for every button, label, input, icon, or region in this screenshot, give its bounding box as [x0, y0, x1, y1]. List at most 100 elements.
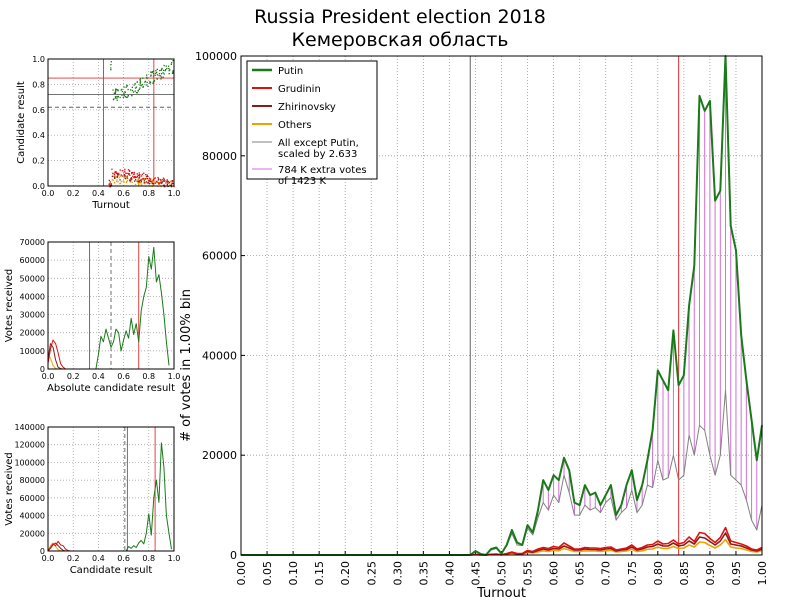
legend-label: Zhirinovsky	[278, 102, 336, 113]
scatter-point-grudinin	[121, 170, 123, 172]
scatter-point-zhirinovsky	[162, 184, 165, 187]
scatter-point-putin	[112, 89, 114, 91]
scatter-point-others	[118, 177, 120, 179]
scatter-point-putin	[158, 75, 160, 77]
scatter-point-putin	[156, 78, 158, 80]
scatter-point-others	[116, 180, 118, 183]
scatter-point-putin	[126, 96, 129, 98]
main-series-line-grudinin	[470, 526, 763, 556]
main-x-tick-label: 0.45	[469, 561, 482, 586]
scatter-point-grudinin	[123, 171, 125, 173]
main-x-tick-label: 0.20	[339, 561, 352, 586]
chart-absolute: 0.0 0.2 0.4 0.6 0.8 1.0 0 10000 20000 30000 40000 5…	[4, 238, 180, 394]
scatter-point-putin	[123, 94, 125, 96]
scatter-point-putin	[136, 81, 138, 83]
scatter-point-putin	[166, 67, 168, 70]
scatter-point-others	[131, 181, 133, 183]
scatter-point-putin	[127, 88, 129, 91]
scatter-point-others	[155, 181, 157, 184]
scatter-point-putin	[152, 75, 155, 77]
scatter-point-zhirinovsky	[149, 180, 152, 183]
scatter-point-others	[141, 179, 143, 182]
scatter-point-grudinin	[117, 175, 119, 177]
scatter-point-others	[144, 178, 146, 180]
x-axis-label: Candidate result	[70, 565, 153, 576]
scatter-point-others	[129, 181, 131, 183]
x-tick-label: 0.2	[67, 554, 80, 563]
scatter-point-zhirinovsky	[157, 178, 160, 180]
scatter-point-others	[116, 179, 118, 181]
scatter-point-grudinin	[170, 184, 172, 186]
main-x-tick-label: 0.00	[235, 561, 248, 586]
x-tick-label: 1.0	[168, 372, 181, 381]
scatter-point-putin	[162, 72, 164, 74]
scatter-point-putin	[160, 69, 162, 71]
scatter-point-putin	[169, 69, 171, 71]
scatter-point-putin	[138, 88, 140, 90]
y-tick-label: 60000	[20, 256, 45, 265]
scatter-point-grudinin	[149, 179, 151, 181]
main-plot-frame	[240, 55, 763, 556]
main-x-tick-label: 0.70	[600, 561, 613, 586]
scatter-point-others	[144, 183, 146, 185]
scatter-point-putin	[144, 80, 147, 82]
main-x-tick-label: 0.85	[678, 561, 691, 586]
scatter-point-putin	[142, 85, 144, 88]
y-tick-label: 0	[40, 547, 45, 556]
scatter-point-grudinin	[138, 172, 140, 174]
scatter-point-others	[138, 178, 140, 180]
y-tick-label: 40000	[20, 512, 45, 521]
scatter-point-others	[157, 182, 159, 184]
scatter-point-grudinin	[152, 179, 154, 182]
scatter-point-others	[113, 182, 116, 184]
scatter-point-zhirinovsky	[161, 181, 164, 183]
scatter-point-grudinin	[109, 181, 111, 183]
scatter-point-zhirinovsky	[135, 179, 137, 181]
legend-label: Grudinin	[278, 84, 321, 95]
x-tick-label: 0.0	[42, 189, 55, 198]
scatter-point-putin	[171, 72, 174, 74]
scatter-point-putin	[155, 70, 157, 72]
scatter-point-grudinin	[137, 174, 139, 176]
scatter-point-putin	[172, 71, 174, 73]
scatter-point-others	[137, 183, 139, 185]
scatter-point-others	[125, 181, 128, 184]
scatter-point-putin	[160, 78, 162, 80]
scatter-point-others	[126, 176, 128, 178]
scatter-point-others	[113, 175, 115, 177]
scatter-point-grudinin	[156, 180, 158, 182]
scatter-point-others	[166, 184, 168, 186]
scatter-point-putin	[121, 94, 123, 96]
scatter-point-putin	[134, 82, 136, 85]
scatter-point-others	[120, 180, 122, 183]
x-tick-label: 0.2	[67, 372, 80, 381]
scatter-point-putin	[124, 91, 126, 93]
scatter-point-putin	[134, 90, 136, 92]
scatter-point-others	[153, 181, 155, 183]
y-axis-label: Votes received	[4, 269, 15, 343]
main-y-tick-label: 40000	[202, 349, 237, 362]
scatter-point-grudinin	[115, 171, 117, 173]
main-x-axis-label: Turnout	[476, 586, 526, 600]
scatter-point-grudinin	[124, 174, 126, 176]
main-x-tick-label: 0.55	[522, 561, 535, 586]
scatter-point-putin	[156, 68, 158, 70]
scatter-point-others	[150, 179, 152, 182]
scatter-point-putin	[172, 72, 174, 74]
scatter-point-putin	[136, 92, 138, 94]
scatter-point-grudinin	[163, 184, 165, 186]
scatter-point-putin	[159, 69, 161, 72]
scatter-point-putin	[139, 84, 141, 86]
scatter-point-putin	[160, 73, 163, 75]
scatter-point-putin	[112, 99, 115, 101]
scatter-point-putin	[167, 65, 170, 67]
res-series-line-putin	[125, 442, 172, 552]
scatter-point-others	[145, 181, 147, 184]
scatter-point-putin	[120, 89, 122, 91]
scatter-point-others	[126, 180, 129, 182]
x-tick-label: 0.4	[92, 372, 105, 381]
scatter-point-grudinin	[128, 170, 131, 172]
scatter-point-putin	[114, 96, 117, 98]
scatter-point-putin	[152, 81, 155, 83]
legend-label-2: of 1423 K	[278, 176, 326, 187]
